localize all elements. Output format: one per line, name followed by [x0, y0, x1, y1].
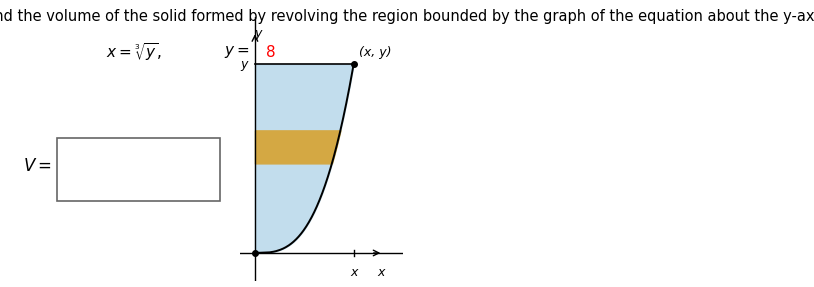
Text: $y =$: $y =$: [224, 44, 249, 60]
Text: x: x: [377, 266, 384, 279]
FancyBboxPatch shape: [57, 138, 220, 201]
Text: $x = \sqrt[3]{y},$: $x = \sqrt[3]{y},$: [106, 41, 162, 63]
Text: $V =$: $V =$: [23, 158, 51, 175]
Text: y: y: [255, 27, 262, 40]
Text: y: y: [240, 58, 247, 71]
Text: Find the volume of the solid formed by revolving the region bounded by the graph: Find the volume of the solid formed by r…: [0, 9, 814, 24]
Text: (x, y): (x, y): [358, 46, 391, 59]
Text: $8$: $8$: [265, 44, 275, 60]
Text: x: x: [350, 266, 357, 279]
